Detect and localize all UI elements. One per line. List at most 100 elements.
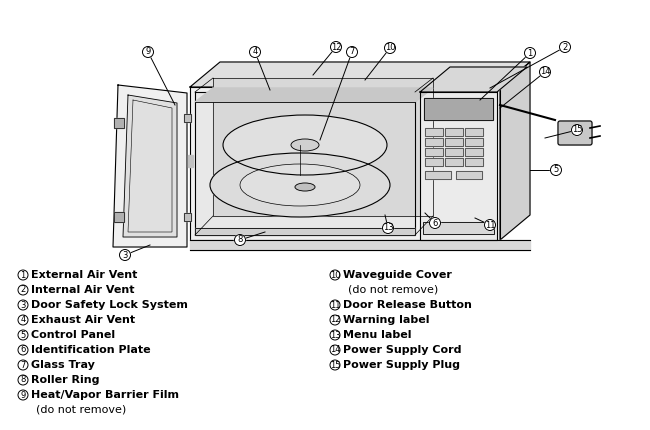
Text: 13: 13 [383,224,393,233]
Text: 11: 11 [330,301,340,310]
Bar [425,138,443,146]
Text: 15: 15 [330,360,340,369]
Circle shape [18,360,28,370]
Bar [425,171,451,179]
Text: 3: 3 [20,301,26,310]
Polygon shape [420,92,497,240]
Bar [425,128,443,136]
Polygon shape [190,87,500,240]
Circle shape [18,300,28,310]
Text: 6: 6 [20,345,26,354]
Text: 14: 14 [330,345,340,354]
Text: Menu label: Menu label [343,330,411,340]
Circle shape [18,315,28,325]
Circle shape [484,219,495,230]
Circle shape [18,375,28,385]
Bar [190,240,530,250]
Circle shape [18,345,28,355]
Text: 9: 9 [20,390,25,399]
Circle shape [18,390,28,400]
Text: 5: 5 [553,166,558,175]
Bar [114,118,124,128]
Text: 8: 8 [237,236,242,245]
Circle shape [18,270,28,280]
Bar [184,114,191,122]
Bar [425,148,443,156]
Circle shape [330,345,340,355]
Bar [425,128,443,136]
Circle shape [330,315,340,325]
Circle shape [571,125,582,135]
Text: 5: 5 [20,331,25,340]
Bar [445,128,463,136]
FancyBboxPatch shape [558,121,592,145]
Bar [114,212,124,222]
Text: 10: 10 [385,43,395,52]
Polygon shape [195,88,433,102]
Text: 13: 13 [330,331,341,340]
Polygon shape [190,62,530,87]
Bar [445,148,463,156]
Circle shape [330,300,340,310]
Bar [465,148,483,156]
Circle shape [551,165,562,175]
Circle shape [525,47,536,58]
Text: 2: 2 [20,286,25,295]
Bar [184,114,191,122]
Circle shape [540,67,551,77]
Ellipse shape [295,183,315,191]
Ellipse shape [240,164,360,206]
Bar [445,138,463,146]
Text: 4: 4 [20,316,25,325]
Polygon shape [123,95,177,237]
Bar [456,171,482,179]
Circle shape [330,270,340,280]
Bar [424,98,493,120]
Bar [425,158,443,166]
Circle shape [560,42,571,52]
Circle shape [330,42,341,52]
Text: Door Release Button: Door Release Button [343,300,472,310]
Circle shape [385,43,395,53]
Bar [425,138,443,146]
Bar [445,148,463,156]
Text: External Air Vent: External Air Vent [31,270,137,280]
Polygon shape [420,67,527,92]
Text: 14: 14 [540,68,551,77]
Bar [445,158,463,166]
Polygon shape [213,78,433,216]
Bar [456,171,482,179]
Text: 2: 2 [562,43,567,52]
Text: 6: 6 [432,218,437,227]
Bar [445,128,463,136]
Polygon shape [195,92,415,235]
Text: Control Panel: Control Panel [31,330,115,340]
Text: (do not remove): (do not remove) [36,405,126,415]
Bar [425,158,443,166]
Circle shape [18,285,28,295]
Circle shape [382,222,393,233]
Bar [195,228,415,235]
Text: Heat/Vapor Barrier Film: Heat/Vapor Barrier Film [31,390,179,400]
Bar [465,128,483,136]
Text: 7: 7 [349,47,355,56]
Text: Warning label: Warning label [343,315,430,325]
Text: Exhaust Air Vent: Exhaust Air Vent [31,315,135,325]
Text: 8: 8 [20,375,26,384]
Circle shape [346,46,358,58]
Bar [184,213,191,221]
Text: 4: 4 [252,47,257,56]
Bar [424,98,493,120]
Text: 1: 1 [20,270,25,280]
Text: Power Supply Plug: Power Supply Plug [343,360,460,370]
Text: Glass Tray: Glass Tray [31,360,95,370]
Bar [425,171,451,179]
Text: (do not remove): (do not remove) [348,285,438,295]
Circle shape [330,360,340,370]
Text: Waveguide Cover: Waveguide Cover [343,270,452,280]
Text: 11: 11 [485,221,495,230]
Polygon shape [500,62,530,240]
Text: Identification Plate: Identification Plate [31,345,151,355]
Circle shape [430,218,441,228]
Bar [465,158,483,166]
